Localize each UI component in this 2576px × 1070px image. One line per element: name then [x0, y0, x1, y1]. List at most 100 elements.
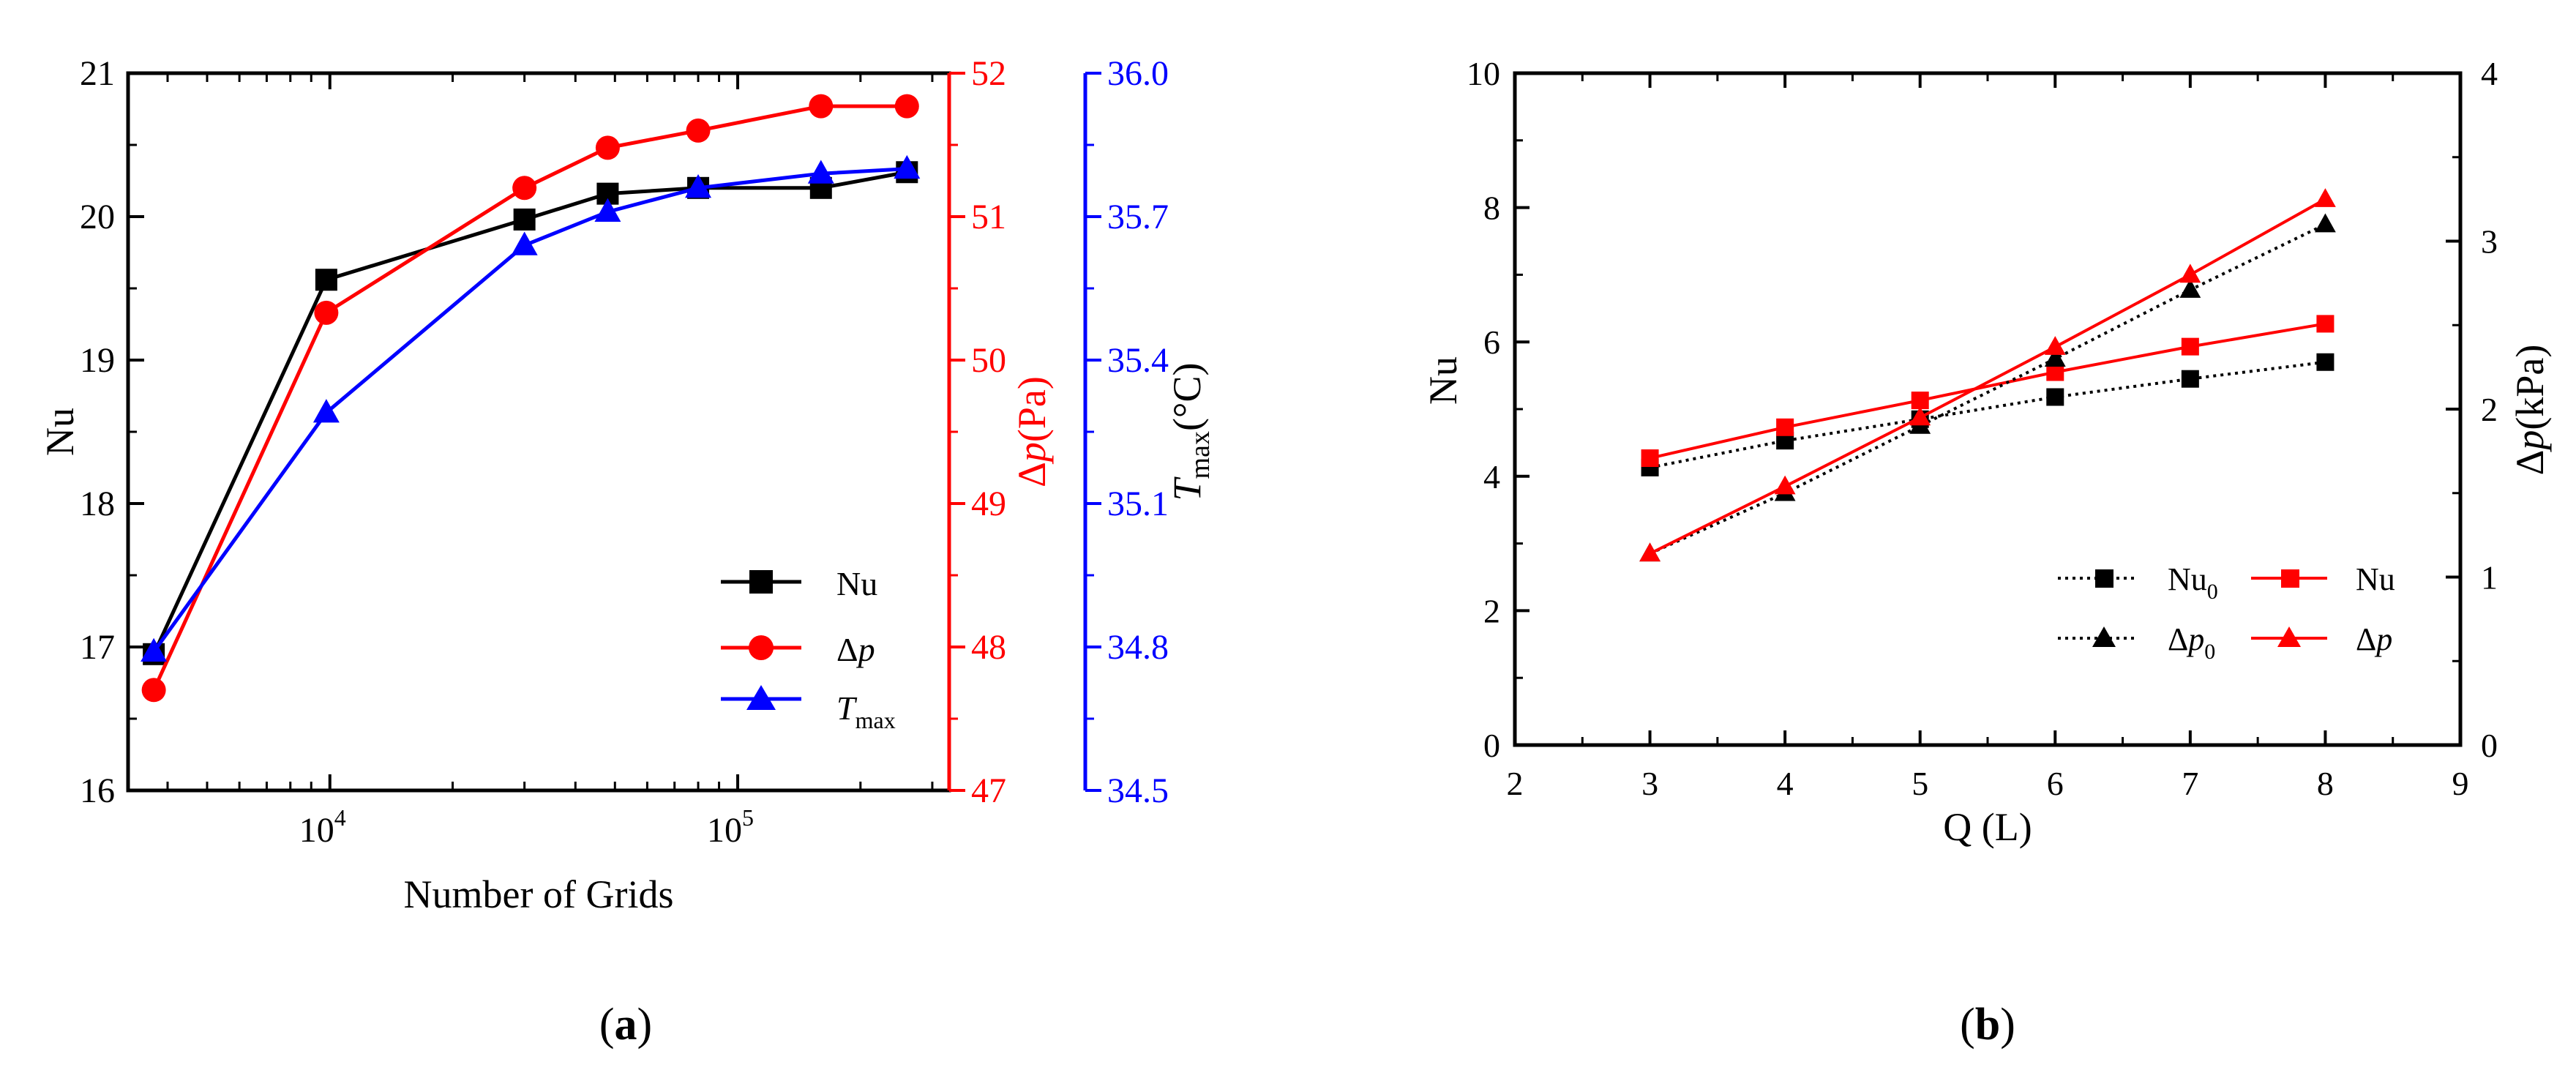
y-axis-label-dp-a: Δp(Pa) — [1010, 376, 1054, 487]
point-tmax-a-5 — [807, 160, 834, 184]
x-tick-label-b-4: 6 — [2047, 765, 2064, 802]
point-b-1-1 — [1776, 418, 1794, 436]
point-dp-a-0 — [141, 678, 166, 703]
y-tick-label-nu-b-3: 6 — [1483, 323, 1500, 361]
y-tick-label-nu-a-4: 20 — [80, 198, 115, 236]
y-tick-label-dp-a-5: 52 — [971, 54, 1006, 93]
point-b-0-5 — [2316, 353, 2334, 371]
y-tick-label-dp-a-0: 47 — [971, 771, 1006, 810]
x-tick-label-b-0: 2 — [1507, 765, 1524, 802]
point-dp-a-4 — [686, 118, 711, 143]
point-b-2-3 — [2044, 348, 2066, 367]
y-tick-label-nu-b-2: 4 — [1483, 458, 1500, 495]
legend-a: Nu Δp Tmax — [721, 565, 896, 733]
y-tick-label-nu-a-3: 19 — [80, 341, 115, 380]
point-b-1-0 — [1641, 449, 1659, 468]
point-dp-a-6 — [894, 94, 919, 119]
point-b-2-4 — [2179, 279, 2201, 298]
y-axis-label-nu-a: Nu — [38, 408, 82, 456]
legend-label-dp-b: Δp — [2356, 621, 2392, 657]
series-line-b-2 — [1649, 222, 2326, 555]
point-tmax-a-0 — [141, 637, 168, 662]
series-line-b-3 — [1649, 198, 2326, 555]
point-dp-a-3 — [595, 135, 620, 160]
x-tick-label-b-7: 9 — [2452, 765, 2469, 802]
x-tick-label-b-2: 4 — [1777, 765, 1794, 802]
y-tick-label-dp-a-1: 48 — [971, 628, 1006, 667]
x-tick-label-b-5: 7 — [2182, 765, 2198, 802]
legend-label-dp-a: Δp — [836, 631, 875, 668]
point-nu-a-1 — [315, 269, 337, 291]
x-tick-label-b-1: 3 — [1641, 765, 1658, 802]
point-tmax-a-6 — [894, 154, 921, 179]
x-axis-label-b: Q (L) — [1943, 805, 2032, 849]
legend-marker-nu-b — [2281, 569, 2299, 588]
y-axis-label-tmax-a: Tmax(°C) — [1165, 362, 1216, 501]
y-tick-label-nu-b-0: 0 — [1483, 727, 1500, 764]
y-tick-label-tmax-a-4: 35.7 — [1107, 198, 1169, 236]
panel-a: 104 10516171819202147484950515234.534.835… — [38, 54, 1216, 1050]
point-dp-a-1 — [314, 300, 339, 325]
y-tick-label-dp-b-3: 3 — [2481, 223, 2498, 261]
y-tick-label-nu-a-5: 21 — [80, 54, 115, 93]
legend-marker-dp-a — [749, 635, 774, 660]
point-b-3-3 — [2044, 336, 2066, 355]
y-tick-label-nu-b-1: 2 — [1483, 592, 1500, 629]
y-tick-label-dp-b-2: 2 — [2481, 391, 2498, 428]
legend-marker-nu-a — [749, 570, 773, 594]
y-tick-label-nu-b-5: 10 — [1467, 55, 1500, 92]
y-tick-label-dp-a-4: 51 — [971, 198, 1006, 236]
point-b-1-4 — [2181, 337, 2199, 356]
legend-label-tmax-a: Tmax — [836, 689, 896, 733]
point-dp-a-5 — [809, 94, 834, 119]
point-tmax-a-1 — [312, 399, 340, 423]
point-b-3-5 — [2315, 188, 2336, 207]
legend-marker-dp-b — [2277, 626, 2301, 647]
point-b-3-1 — [1774, 475, 1796, 495]
point-b-1-2 — [1911, 392, 1929, 410]
legend-b: Nu0 Nu Δp0 Δp — [2058, 561, 2395, 664]
panel-label-a: (a) — [599, 1000, 652, 1050]
point-b-2-5 — [2315, 213, 2336, 233]
y-tick-label-tmax-a-1: 34.8 — [1107, 628, 1169, 667]
point-tmax-a-3 — [594, 198, 621, 222]
y-tick-label-tmax-a-5: 36.0 — [1107, 54, 1169, 93]
legend-marker-dp0-b — [2092, 626, 2116, 647]
point-dp-a-2 — [512, 176, 537, 201]
legend-marker-tmax-a — [746, 685, 776, 710]
y-tick-label-nu-b-4: 8 — [1483, 190, 1500, 227]
legend-marker-nu0-b — [2095, 569, 2113, 588]
legend-label-nu-a: Nu — [836, 565, 877, 602]
x-tick-label-b-3: 5 — [1912, 765, 1928, 802]
y-tick-label-dp-b-4: 4 — [2481, 55, 2498, 92]
x-axis-label-a: Number of Grids — [404, 872, 674, 916]
y-axis-label-nu-b: Nu — [1421, 356, 1465, 405]
y-tick-label-dp-a-3: 50 — [971, 341, 1006, 380]
y-tick-label-nu-a-1: 17 — [80, 628, 115, 667]
point-b-3-4 — [2179, 263, 2201, 283]
point-b-1-5 — [2316, 315, 2334, 333]
point-b-3-0 — [1639, 542, 1660, 562]
x-tick-label-b-6: 8 — [2317, 765, 2334, 802]
panel-label-b: (b) — [1960, 1000, 2015, 1050]
y-axis-label-dp-b: Δp(kPa) — [2508, 345, 2552, 476]
legend-label-nu-b: Nu — [2356, 561, 2395, 597]
y-tick-label-nu-a-0: 16 — [80, 771, 115, 810]
y-tick-label-tmax-a-0: 34.5 — [1107, 771, 1169, 810]
y-tick-label-dp-a-2: 49 — [971, 485, 1006, 523]
y-tick-label-dp-b-0: 0 — [2481, 727, 2498, 764]
y-tick-label-dp-b-1: 1 — [2481, 559, 2498, 596]
y-tick-label-tmax-a-2: 35.1 — [1107, 485, 1169, 523]
y-tick-label-tmax-a-3: 35.4 — [1107, 341, 1169, 380]
point-tmax-a-2 — [511, 231, 538, 255]
y-tick-label-nu-a-2: 18 — [80, 485, 115, 523]
point-b-0-3 — [2046, 388, 2064, 406]
point-tmax-a-4 — [685, 174, 712, 198]
series-line-b-1 — [1650, 322, 2326, 460]
point-b-3-2 — [1909, 406, 1931, 426]
point-b-0-4 — [2181, 370, 2199, 388]
point-nu-a-2 — [513, 208, 536, 231]
